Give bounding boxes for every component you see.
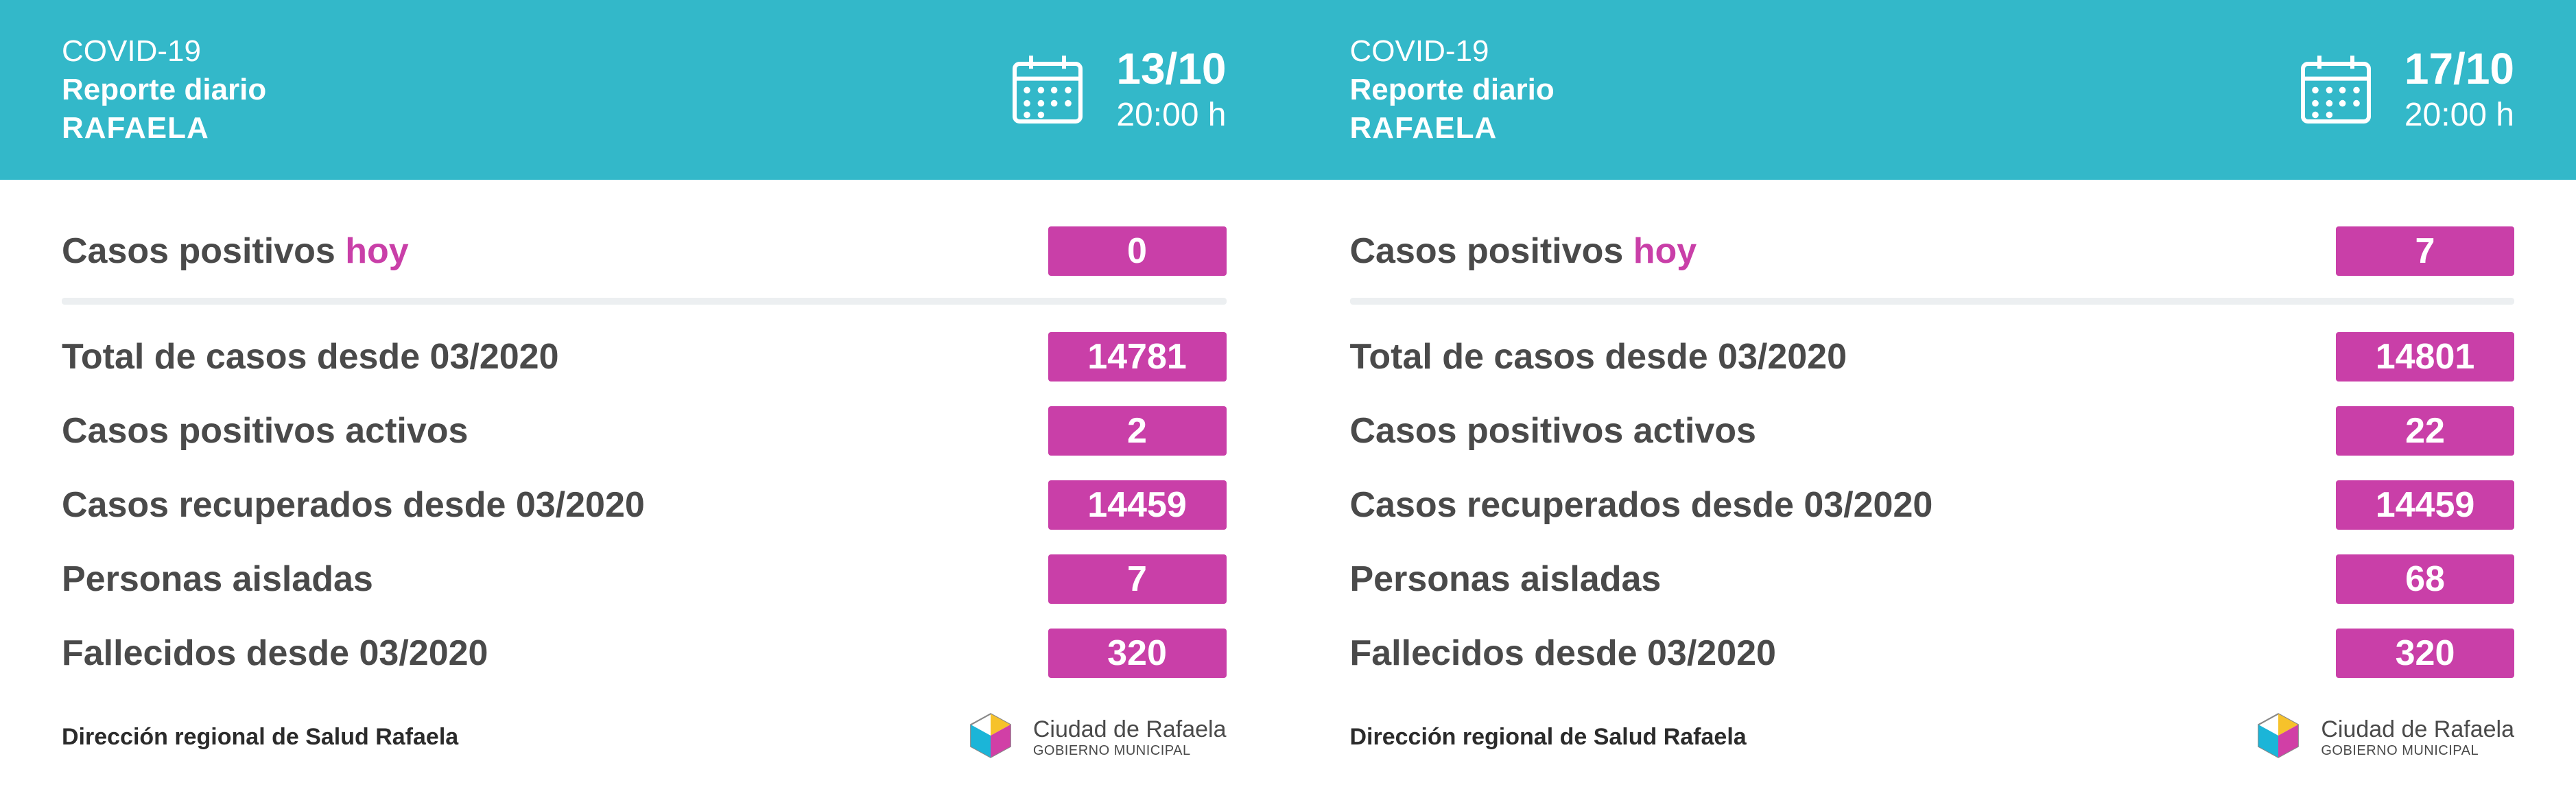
row-recovered: Casos recuperados desde 03/2020 14459 <box>1350 468 2515 542</box>
label-active: Casos positivos activos <box>62 410 468 451</box>
report-card-1: COVID-19 Reporte diario RAFAELA <box>1288 0 2576 741</box>
calendar-icon <box>1006 47 1089 133</box>
footer-city-block: Ciudad de Rafaela GOBIERNO MUNICIPAL <box>966 711 1227 764</box>
header-date-block: 17/10 20:00 h <box>2295 47 2514 134</box>
footer-city-block: Ciudad de Rafaela GOBIERNO MUNICIPAL <box>2254 711 2514 764</box>
header: COVID-19 Reporte diario RAFAELA <box>0 0 1288 180</box>
row-deceased: Fallecidos desde 03/2020 320 <box>1350 616 2515 690</box>
report-body: Casos positivos hoy 0 Total de casos des… <box>0 180 1288 690</box>
header-line3: RAFAELA <box>1350 111 1555 145</box>
label-isolated: Personas aisladas <box>1350 559 1662 600</box>
date-block: 13/10 20:00 h <box>1116 47 1226 134</box>
value-deceased: 320 <box>2336 629 2514 678</box>
header-line2: Reporte diario <box>62 73 266 107</box>
label-today-prefix: Casos positivos <box>62 231 345 271</box>
header-line2: Reporte diario <box>1350 73 1555 107</box>
city-logo-icon <box>966 711 1015 764</box>
value-isolated: 7 <box>1048 554 1227 604</box>
footer: Dirección regional de Salud Rafaela Ciud… <box>1288 690 2576 798</box>
divider <box>1350 298 2515 305</box>
footer: Dirección regional de Salud Rafaela Ciud… <box>0 690 1288 798</box>
date-value: 13/10 <box>1116 47 1226 91</box>
label-today-prefix: Casos positivos <box>1350 231 1633 271</box>
header: COVID-19 Reporte diario RAFAELA <box>1288 0 2576 180</box>
divider <box>62 298 1227 305</box>
row-isolated: Personas aisladas 7 <box>62 542 1227 616</box>
calendar-icon <box>2295 47 2377 133</box>
header-line1: COVID-19 <box>1350 34 1555 69</box>
value-today: 0 <box>1048 226 1227 276</box>
label-total: Total de casos desde 03/2020 <box>62 336 559 377</box>
row-total: Total de casos desde 03/2020 14781 <box>62 320 1227 394</box>
label-isolated: Personas aisladas <box>62 559 373 600</box>
label-total: Total de casos desde 03/2020 <box>1350 336 1847 377</box>
label-recovered: Casos recuperados desde 03/2020 <box>1350 484 1933 526</box>
row-active: Casos positivos activos 2 <box>62 394 1227 468</box>
value-recovered: 14459 <box>1048 480 1227 530</box>
label-deceased: Fallecidos desde 03/2020 <box>1350 633 1776 674</box>
value-active: 2 <box>1048 406 1227 456</box>
header-title-block: COVID-19 Reporte diario RAFAELA <box>62 34 266 145</box>
report-body: Casos positivos hoy 7 Total de casos des… <box>1288 180 2576 690</box>
label-active: Casos positivos activos <box>1350 410 1756 451</box>
row-today: Casos positivos hoy 7 <box>1350 214 2515 288</box>
row-recovered: Casos recuperados desde 03/2020 14459 <box>62 468 1227 542</box>
city-text: Ciudad de Rafaela GOBIERNO MUNICIPAL <box>1033 716 1227 759</box>
row-total: Total de casos desde 03/2020 14801 <box>1350 320 2515 394</box>
row-deceased: Fallecidos desde 03/2020 320 <box>62 616 1227 690</box>
city-line2: GOBIERNO MUNICIPAL <box>1033 743 1227 759</box>
label-deceased: Fallecidos desde 03/2020 <box>62 633 488 674</box>
label-today-hoy: hoy <box>345 231 408 271</box>
label-today: Casos positivos hoy <box>62 231 409 272</box>
city-line1: Ciudad de Rafaela <box>1033 716 1227 743</box>
label-today-hoy: hoy <box>1633 231 1697 271</box>
city-logo-icon <box>2254 711 2303 764</box>
header-line1: COVID-19 <box>62 34 266 69</box>
value-recovered: 14459 <box>2336 480 2514 530</box>
value-total: 14801 <box>2336 332 2514 382</box>
footer-source: Dirección regional de Salud Rafaela <box>1350 724 1747 751</box>
value-today: 7 <box>2336 226 2514 276</box>
label-recovered: Casos recuperados desde 03/2020 <box>62 484 645 526</box>
row-isolated: Personas aisladas 68 <box>1350 542 2515 616</box>
value-active: 22 <box>2336 406 2514 456</box>
time-value: 20:00 h <box>1116 96 1226 134</box>
value-total: 14781 <box>1048 332 1227 382</box>
header-date-block: 13/10 20:00 h <box>1006 47 1226 134</box>
report-card-0: COVID-19 Reporte diario RAFAELA <box>0 0 1288 741</box>
header-line3: RAFAELA <box>62 111 266 145</box>
time-value: 20:00 h <box>2404 96 2514 134</box>
footer-source: Dirección regional de Salud Rafaela <box>62 724 458 751</box>
date-block: 17/10 20:00 h <box>2404 47 2514 134</box>
date-value: 17/10 <box>2404 47 2514 91</box>
city-line2: GOBIERNO MUNICIPAL <box>2321 743 2514 759</box>
header-title-block: COVID-19 Reporte diario RAFAELA <box>1350 34 1555 145</box>
row-active: Casos positivos activos 22 <box>1350 394 2515 468</box>
value-deceased: 320 <box>1048 629 1227 678</box>
city-line1: Ciudad de Rafaela <box>2321 716 2514 743</box>
row-today: Casos positivos hoy 0 <box>62 214 1227 288</box>
label-today: Casos positivos hoy <box>1350 231 1697 272</box>
city-text: Ciudad de Rafaela GOBIERNO MUNICIPAL <box>2321 716 2514 759</box>
value-isolated: 68 <box>2336 554 2514 604</box>
